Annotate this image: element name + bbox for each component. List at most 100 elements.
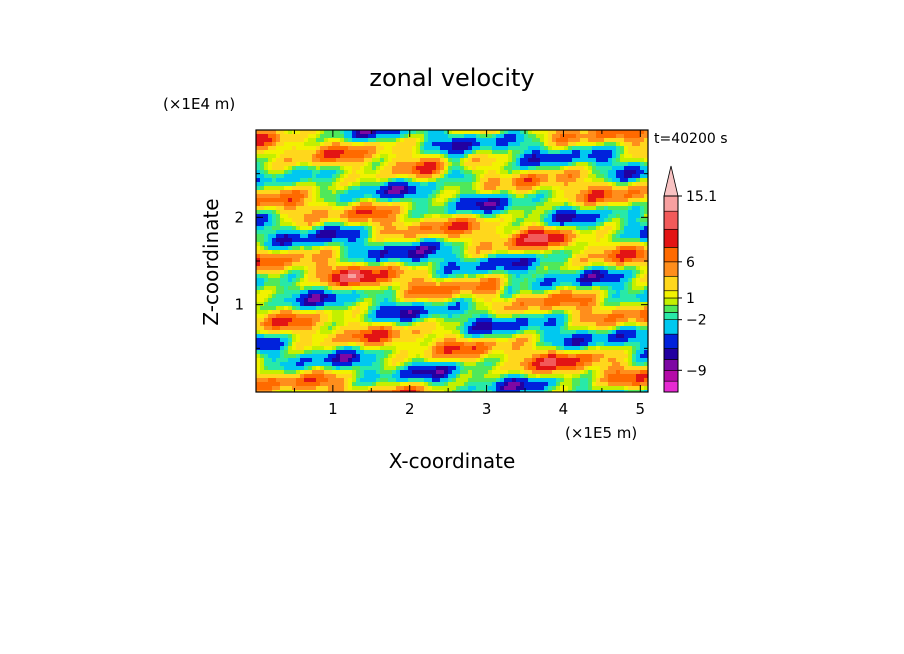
field-cell <box>340 154 345 159</box>
field-cell <box>408 194 413 199</box>
field-cell <box>276 218 281 223</box>
field-cell <box>336 150 341 155</box>
field-cell <box>292 242 297 247</box>
field-cell <box>316 230 321 235</box>
field-cell <box>332 254 337 259</box>
field-cell <box>604 278 609 283</box>
field-cell <box>352 318 357 323</box>
field-cell <box>492 242 497 247</box>
field-cell <box>572 330 577 335</box>
field-cell <box>280 178 285 183</box>
field-cell <box>488 238 493 243</box>
field-cell <box>452 298 457 303</box>
field-cell <box>388 294 393 299</box>
field-cell <box>616 322 621 327</box>
field-cell <box>560 298 565 303</box>
field-cell <box>380 154 385 159</box>
field-cell <box>612 230 617 235</box>
field-cell <box>328 234 333 239</box>
field-cell <box>376 286 381 291</box>
field-cell <box>472 142 477 147</box>
field-cell <box>528 166 533 171</box>
field-cell <box>624 254 629 259</box>
field-cell <box>304 258 309 263</box>
field-cell <box>308 250 313 255</box>
field-cell <box>308 298 313 303</box>
field-cell <box>340 146 345 151</box>
field-cell <box>396 130 401 135</box>
field-cell <box>468 218 473 223</box>
field-cell <box>560 198 565 203</box>
field-cell <box>576 246 581 251</box>
field-cell <box>324 194 329 199</box>
field-cell <box>460 322 465 327</box>
field-cell <box>616 290 621 295</box>
field-cell <box>396 318 401 323</box>
field-cell <box>372 318 377 323</box>
field-cell <box>408 290 413 295</box>
field-cell <box>384 150 389 155</box>
field-cell <box>596 190 601 195</box>
field-cell <box>536 146 541 151</box>
field-cell <box>300 166 305 171</box>
field-cell <box>480 210 485 215</box>
field-cell <box>604 190 609 195</box>
field-cell <box>600 170 605 175</box>
field-cell <box>552 198 557 203</box>
field-cell <box>260 166 265 171</box>
field-cell <box>632 274 637 279</box>
field-cell <box>460 310 465 315</box>
field-cell <box>260 162 265 167</box>
field-cell <box>356 182 361 187</box>
field-cell <box>304 310 309 315</box>
field-cell <box>488 142 493 147</box>
field-cell <box>380 214 385 219</box>
field-cell <box>360 266 365 271</box>
field-cell <box>468 270 473 275</box>
field-cell <box>488 294 493 299</box>
field-cell <box>484 214 489 219</box>
field-cell <box>396 310 401 315</box>
field-cell <box>280 258 285 263</box>
field-cell <box>464 138 469 143</box>
field-cell <box>276 154 281 159</box>
field-cell <box>504 242 509 247</box>
field-cell <box>260 242 265 247</box>
field-cell <box>576 250 581 255</box>
field-cell <box>604 298 609 303</box>
field-cell <box>432 190 437 195</box>
field-cell <box>636 182 641 187</box>
field-cell <box>284 310 289 315</box>
field-cell <box>380 202 385 207</box>
field-cell <box>560 138 565 143</box>
field-cell <box>368 170 373 175</box>
field-cell <box>344 290 349 295</box>
field-cell <box>504 254 509 259</box>
field-cell <box>480 302 485 307</box>
field-cell <box>272 214 277 219</box>
field-cell <box>340 330 345 335</box>
field-cell <box>332 286 337 291</box>
field-cell <box>408 246 413 251</box>
field-cell <box>308 318 313 323</box>
field-cell <box>564 226 569 231</box>
field-cell <box>412 162 417 167</box>
field-cell <box>568 278 573 283</box>
field-cell <box>288 290 293 295</box>
field-cell <box>344 206 349 211</box>
field-cell <box>260 138 265 143</box>
field-cell <box>488 202 493 207</box>
field-cell <box>632 250 637 255</box>
field-cell <box>304 254 309 259</box>
field-cell <box>500 302 505 307</box>
field-cell <box>380 250 385 255</box>
field-cell <box>564 326 569 331</box>
field-cell <box>644 318 648 323</box>
field-cell <box>464 330 469 335</box>
field-cell <box>336 234 341 239</box>
field-cell <box>296 282 301 287</box>
field-cell <box>436 266 441 271</box>
field-cell <box>324 138 329 143</box>
field-cell <box>584 210 589 215</box>
field-cell <box>312 322 317 327</box>
